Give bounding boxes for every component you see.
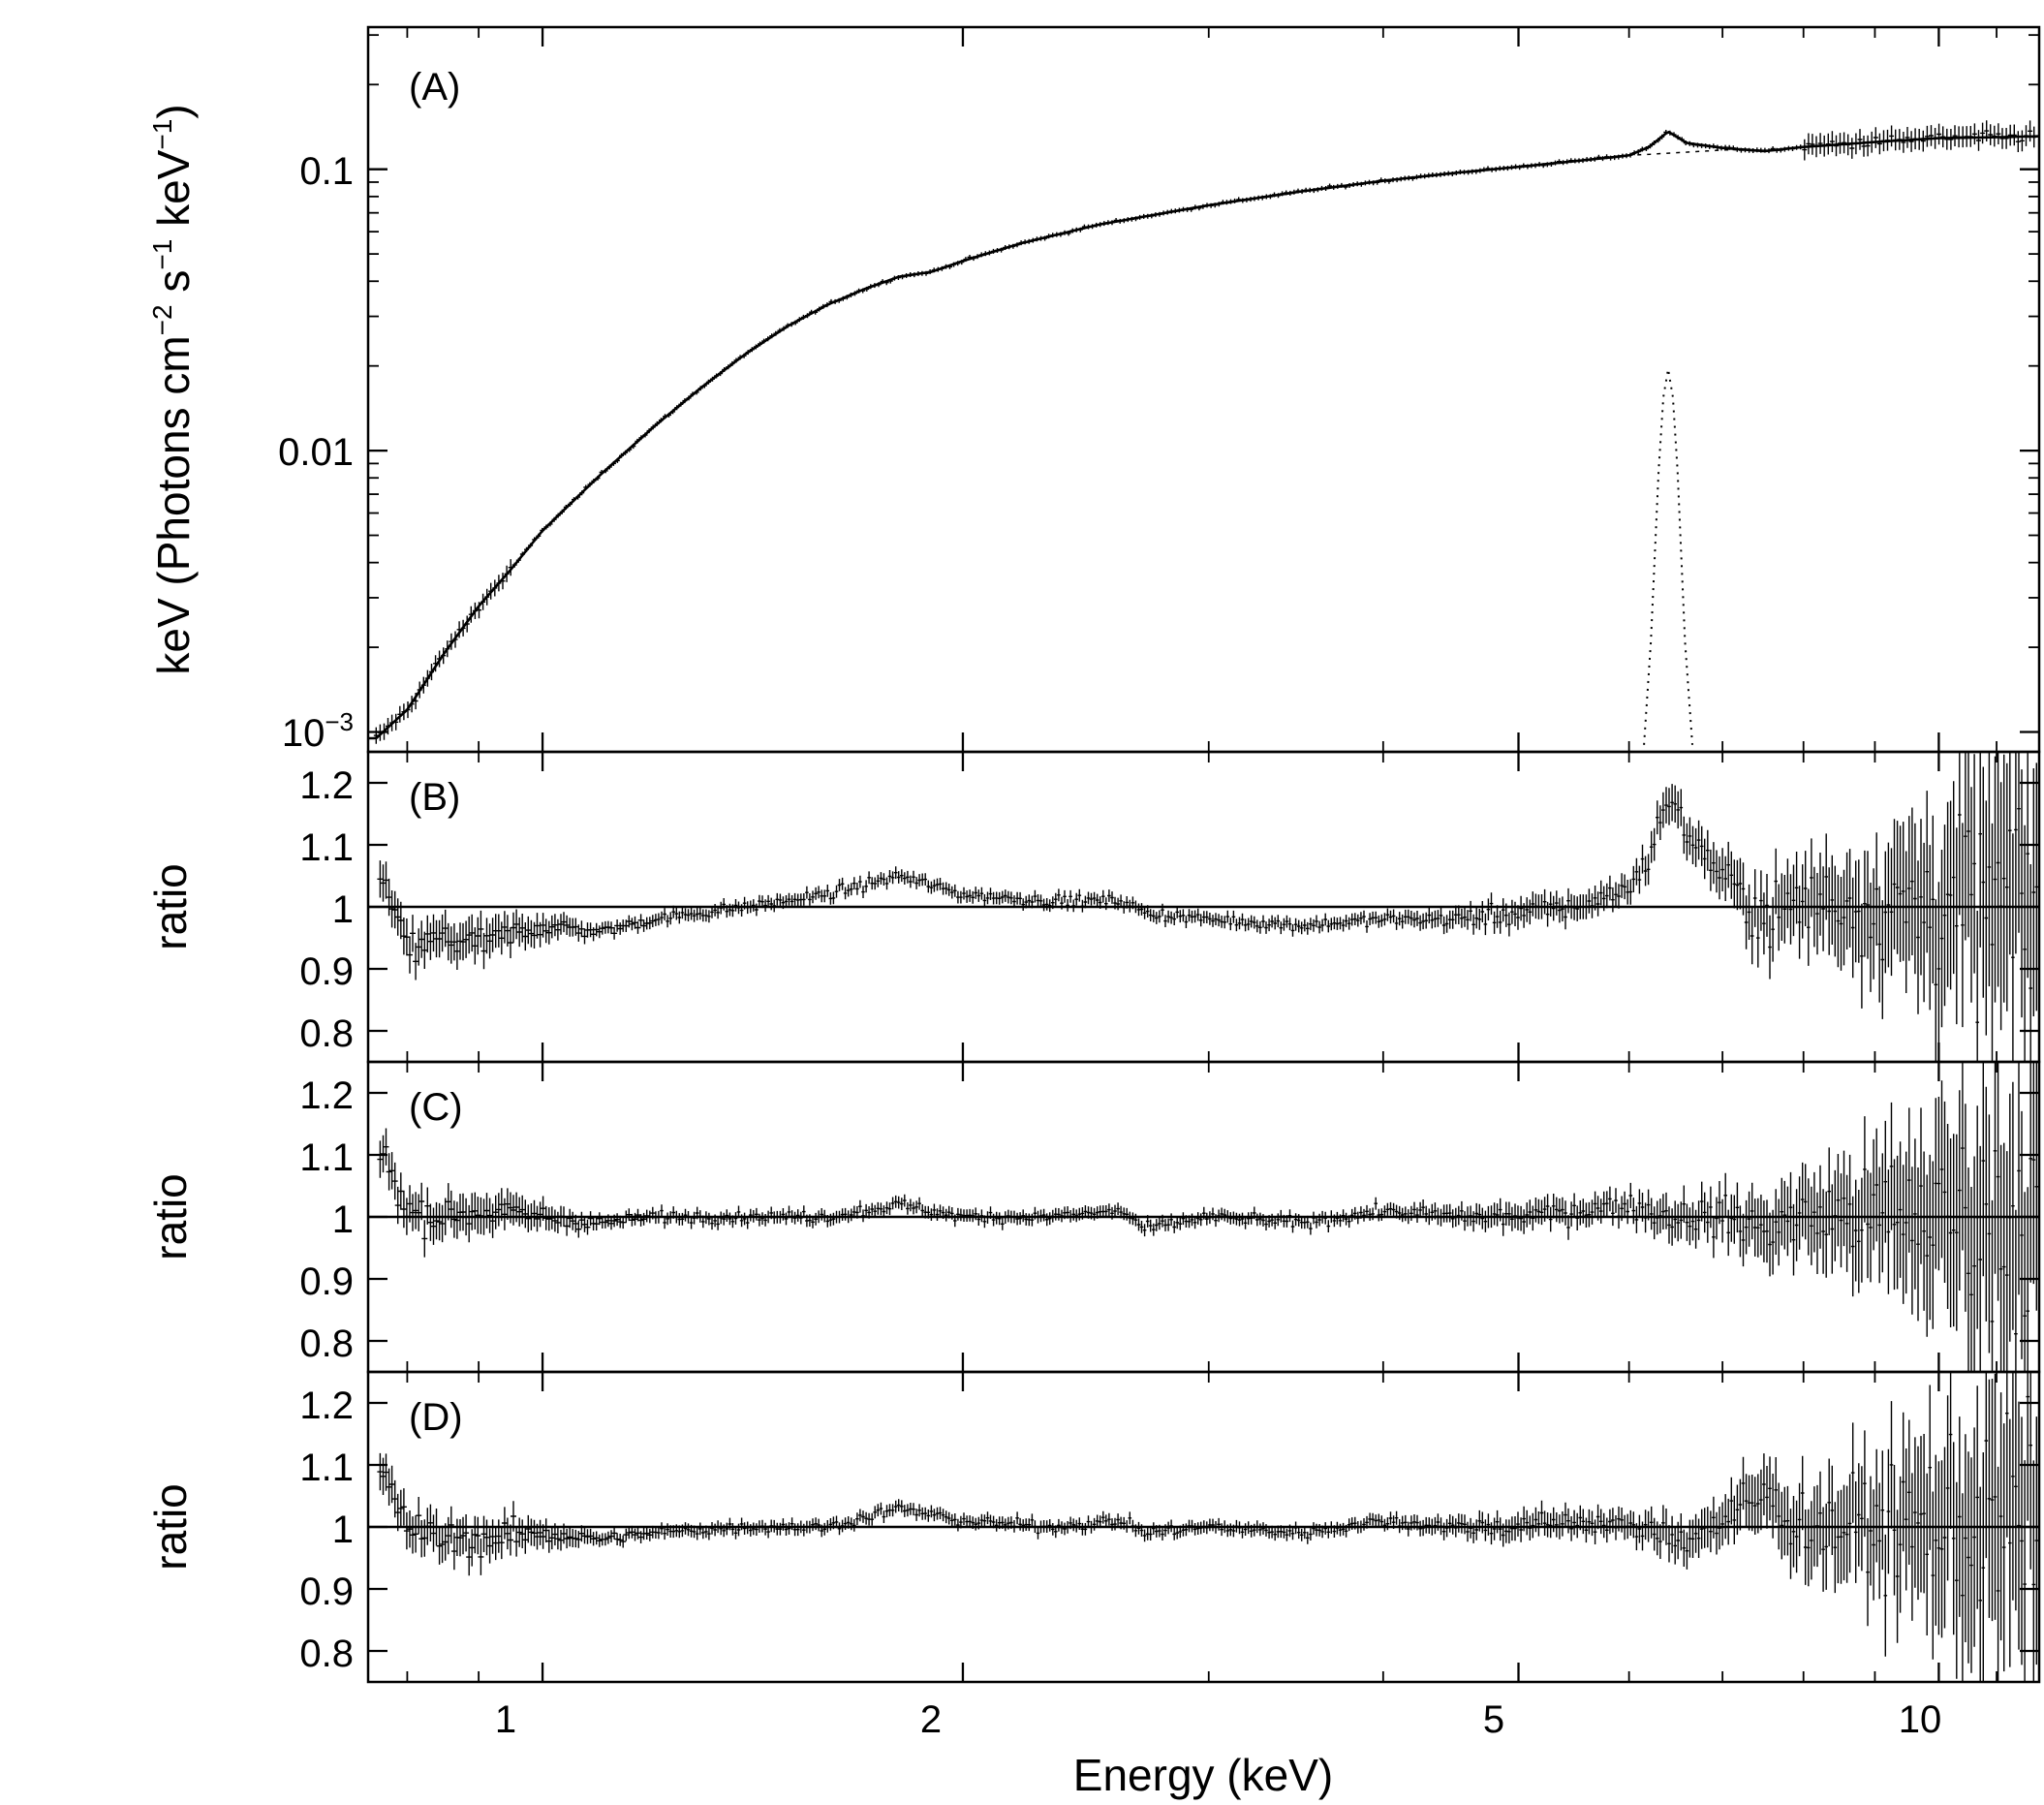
panel-a-ytick-label-0-1: 0.1 [299, 150, 354, 193]
panel-a-model-curve [368, 130, 2040, 740]
panel-d-ytick-label-1-1: 1.1 [299, 1447, 354, 1489]
axis-ticks [368, 27, 2039, 1682]
panel-a-ylabel-exp-s: −1 [147, 239, 177, 270]
panel-c-ytick-label-1-2: 1.2 [299, 1074, 354, 1117]
panel-d-ylabel: ratio [145, 1483, 196, 1570]
panel-a-ytick-label-0-01: 0.01 [278, 431, 354, 474]
panel-d-label: (D) [409, 1396, 463, 1439]
panel-b-ratio-points [377, 752, 2039, 1062]
panel-c-ytick-label-1: 1 [332, 1198, 354, 1241]
panel-c-plot [368, 1062, 2039, 1372]
panel-b-ylabel: ratio [145, 863, 196, 949]
panel-b-ytick-label-0-9: 0.9 [299, 950, 354, 993]
panel-c-ylabel: ratio [145, 1173, 196, 1260]
panel-a-ylabel-main: keV (Photons cm [148, 335, 199, 674]
panel-a-frame [366, 25, 2041, 754]
panel-c-ytick-label-1-1: 1.1 [299, 1136, 354, 1179]
panel-a-ylabel-kev: keV [148, 149, 199, 238]
panel-a-continuum-curve [1608, 148, 1749, 159]
panel-a-ylabel: keV (Photons cm−2 s−1 keV−1) [147, 104, 199, 674]
panel-b-ytick-label-0-8: 0.8 [299, 1012, 354, 1055]
panel-a-ylabel-exp-kev: −1 [147, 119, 177, 150]
panel-b-label: (B) [409, 776, 460, 819]
panel-c-ytick-label-0-8: 0.8 [299, 1323, 354, 1365]
panel-b-ytick-label-1: 1 [332, 888, 354, 931]
panel-d-ytick-label-1: 1 [332, 1509, 354, 1551]
xtick-label-5: 5 [1483, 1698, 1504, 1741]
panel-d-ytick-label-0-8: 0.8 [299, 1633, 354, 1675]
panel-d-ratio-points [377, 1372, 2039, 1682]
panel-b-plot [368, 752, 2039, 1062]
panel-d-ytick-label-0-9: 0.9 [299, 1571, 354, 1613]
x-axis-title: Energy (keV) [1073, 1750, 1333, 1800]
panel-a-plot [368, 120, 2040, 745]
panel-a-ylabel-exp-cm: −2 [147, 304, 177, 335]
panel-a-ytick-exponent: −3 [325, 707, 354, 736]
panel-d-ytick-label-1-2: 1.2 [299, 1385, 354, 1427]
panel-d-plot [368, 1372, 2039, 1682]
panel-b-ytick-label-1-1: 1.1 [299, 826, 354, 869]
panel-a-ylabel-s: s [148, 270, 199, 305]
xtick-label-2: 2 [920, 1698, 942, 1741]
xtick-label-10: 10 [1899, 1698, 1942, 1741]
panel-a-ylabel-close: ) [148, 104, 199, 118]
panel-c-label: (C) [409, 1086, 463, 1129]
panel-a-gaussian-line [1643, 368, 1693, 745]
panel-a-ytick-base: 10 [282, 712, 325, 755]
panel-a-ytick-label-1e-3: 10−3 [282, 707, 354, 755]
panel-c-ratio-points [377, 1062, 2039, 1372]
panel-c-ytick-label-0-9: 0.9 [299, 1260, 354, 1303]
xtick-label-1: 1 [495, 1698, 516, 1741]
panel-a-data-points [373, 120, 2037, 744]
panel-b-ytick-label-1-2: 1.2 [299, 764, 354, 807]
panel-a-label: (A) [409, 66, 460, 109]
